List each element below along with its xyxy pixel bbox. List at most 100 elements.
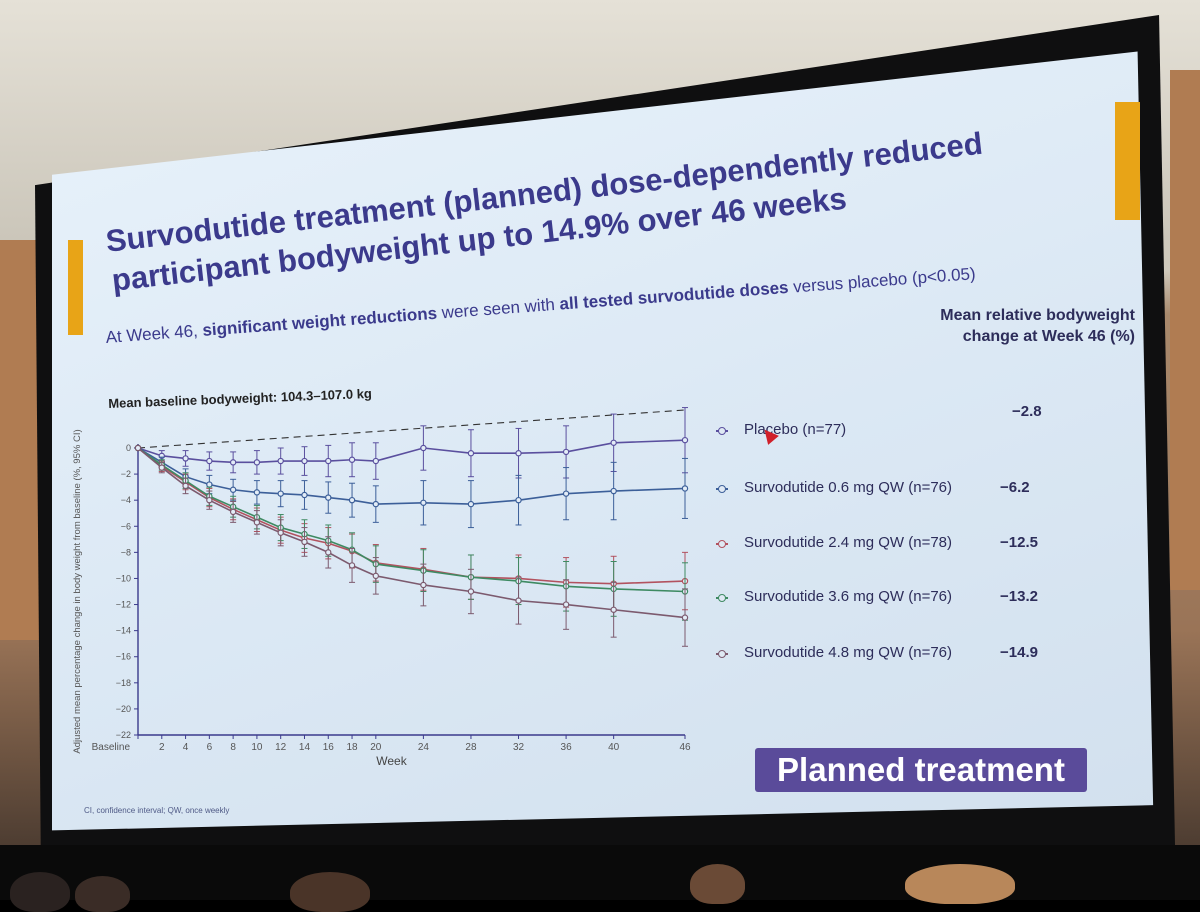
week46-value: −12.5 (1000, 534, 1038, 551)
x-tick-label: 14 (299, 742, 311, 753)
data-point (372, 572, 380, 580)
series-line (137, 447, 686, 505)
legend-label: Survodutide 3.6 mg QW (n=76) (744, 588, 953, 605)
series-line (137, 439, 686, 464)
data-point (229, 459, 237, 466)
legend-marker-icon (716, 594, 728, 602)
data-point (467, 450, 475, 457)
data-point (325, 457, 332, 465)
x-tick-label: 46 (679, 742, 691, 753)
x-tick-label: 20 (370, 742, 382, 753)
data-point (610, 606, 617, 613)
y-tick-label: −4 (121, 495, 131, 505)
data-point (206, 481, 213, 488)
y-tick-label: −12 (116, 600, 131, 610)
data-point (277, 529, 284, 536)
data-point (420, 499, 427, 506)
y-tick-label: −18 (116, 678, 131, 688)
y-tick-label: −20 (116, 704, 131, 714)
slide-footnote: CI, confidence interval; QW, once weekly (84, 806, 230, 815)
data-point (158, 464, 165, 471)
data-point (206, 457, 213, 465)
series-line (137, 447, 686, 585)
y-tick-label: −6 (121, 521, 131, 531)
planned-treatment-badge: Planned treatment (755, 748, 1087, 792)
data-point (301, 491, 308, 499)
week46-value: −14.9 (1000, 644, 1038, 661)
legend-marker-icon (716, 650, 728, 658)
x-tick-label: 18 (346, 742, 358, 753)
data-point (420, 444, 427, 452)
data-point (348, 562, 356, 569)
x-axis-label: Week (376, 754, 407, 768)
data-point (562, 601, 570, 608)
data-point (372, 457, 380, 465)
y-tick-label: −16 (116, 652, 131, 662)
week46-value: −2.8 (1012, 403, 1042, 420)
data-point (420, 581, 427, 589)
wall-panel-right (1170, 70, 1200, 590)
legend-marker-icon (716, 485, 728, 493)
x-tick-label: 24 (418, 742, 430, 753)
series-0 (134, 407, 689, 480)
data-point (681, 436, 689, 444)
audience-head (290, 872, 370, 912)
legend-label: Survodutide 0.6 mg QW (n=76) (744, 479, 953, 496)
data-point (301, 538, 308, 546)
data-point (348, 456, 356, 463)
data-point (182, 482, 189, 490)
data-point (610, 439, 617, 446)
series-2 (134, 444, 689, 612)
x-tick-label: 32 (513, 742, 525, 753)
data-point (372, 500, 380, 508)
x-tick-label: 6 (207, 742, 213, 753)
week46-header-line-2: change at Week 46 (%) (962, 328, 1135, 345)
legend-marker-icon (716, 540, 728, 548)
data-point (325, 494, 332, 501)
data-point (515, 450, 522, 457)
data-point (253, 489, 261, 496)
week46-value: −6.2 (1000, 479, 1030, 496)
planned-treatment-label: Planned treatment (777, 751, 1065, 788)
audience-silhouettes (0, 845, 1200, 900)
week46-header-line-1: Mean relative bodyweight (940, 307, 1135, 324)
data-point (467, 588, 475, 595)
series-3 (134, 444, 689, 621)
audience-head (905, 864, 1015, 904)
data-point (253, 519, 261, 526)
x-tick-label: 10 (251, 742, 263, 753)
data-point (562, 490, 570, 497)
series-line (137, 447, 686, 593)
reference-dashed-line (137, 409, 686, 449)
y-tick-label: 0 (126, 443, 131, 453)
audience-head (10, 872, 70, 912)
data-point (182, 455, 189, 462)
x-tick-label: 4 (183, 742, 189, 753)
week46-value: −13.2 (1000, 588, 1038, 605)
x-tick-label: 36 (561, 742, 573, 753)
y-tick-label: −10 (116, 573, 131, 583)
week46-header: Mean relative bodyweight change at Week … (880, 305, 1135, 347)
data-point (610, 487, 617, 495)
data-point (134, 444, 142, 452)
audience-head (75, 876, 130, 912)
x-tick-label: Baseline (92, 742, 131, 753)
legend-marker-icon (716, 427, 728, 435)
series-4 (134, 444, 689, 647)
accent-bar-right (1115, 102, 1140, 220)
x-tick-label: 16 (323, 742, 335, 753)
x-tick-label: 2 (159, 742, 165, 753)
y-tick-label: −14 (116, 626, 131, 636)
data-point (229, 508, 237, 516)
x-tick-label: 40 (608, 742, 620, 753)
series-line (137, 447, 686, 619)
audience-head (690, 864, 745, 904)
x-tick-label: 12 (275, 742, 287, 753)
data-point (325, 549, 332, 556)
legend-label: Survodutide 2.4 mg QW (n=78) (744, 534, 953, 551)
data-point (467, 500, 475, 508)
accent-bar-left (68, 240, 83, 335)
data-point (301, 457, 308, 465)
x-tick-label: 8 (230, 742, 236, 753)
